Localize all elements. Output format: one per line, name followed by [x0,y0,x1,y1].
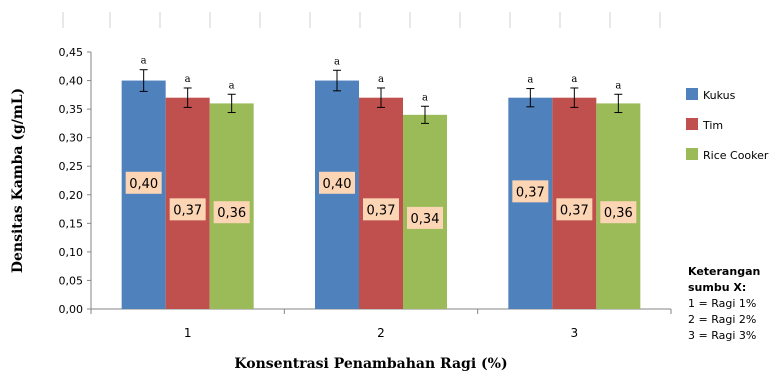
significance-label: a [334,56,340,67]
y-tick-label: 0,40 [59,75,84,88]
significance-label: a [141,56,147,67]
x-tick-label: 1 [184,326,192,340]
data-label-box [512,180,549,203]
bar [315,80,359,309]
data-label: 0,34 [411,212,440,227]
data-label-box [363,198,399,221]
y-axis-title: Densitas Kamba (g/mL) [10,88,26,273]
data-label: 0,37 [560,203,589,218]
significance-label: a [571,74,577,85]
legend-swatch [686,148,698,160]
data-label-box [213,201,250,224]
data-label: 0,36 [604,206,633,221]
significance-label: a [422,92,428,103]
x-tick-label: 3 [571,326,579,340]
significance-label: a [185,74,191,85]
legend-swatch [686,88,698,100]
legend-swatch [686,118,698,130]
y-tick-label: 0,00 [59,303,84,316]
data-label-box [319,171,355,194]
note-line-3: 3 = Ragi 3% [688,329,757,342]
data-label-box [407,206,443,229]
axis-note: Keterangan sumbu X: 1 = Ragi 1% 2 = Ragi… [688,264,780,344]
legend-label: Rice Cooker [703,149,769,162]
data-label-box [169,198,206,221]
y-tick-label: 0,25 [59,160,84,173]
y-tick-label: 0,45 [59,46,84,59]
legend-label: Tim [702,119,723,132]
note-line-2: 2 = Ragi 2% [688,313,757,326]
y-tick-label: 0,35 [59,103,84,116]
y-tick-label: 0,20 [59,189,84,202]
y-tick-label: 0,05 [59,274,84,287]
data-label: 0,37 [173,203,202,218]
legend-label: Kukus [703,89,736,102]
x-axis-title: Konsentrasi Penambahan Ragi (%) [234,356,507,372]
bar [121,80,166,309]
y-tick-label: 0,30 [59,132,84,145]
bar [508,97,553,309]
x-tick-label: 2 [377,326,385,340]
data-label: 0,37 [516,185,545,200]
data-label-box [600,201,637,224]
y-tick-label: 0,15 [59,217,84,230]
note-line-1: 1 = Ragi 1% [688,297,757,310]
significance-label: a [378,74,384,85]
significance-label: a [615,80,621,91]
note-title: Keterangan sumbu X: [688,265,761,294]
data-label: 0,40 [323,177,352,192]
data-label-box [125,171,162,194]
data-label-box [556,198,593,221]
data-label: 0,40 [129,177,158,192]
data-label: 0,37 [367,203,396,218]
y-tick-label: 0,10 [59,246,84,259]
data-label: 0,36 [217,206,246,221]
significance-label: a [229,80,235,91]
significance-label: a [527,75,533,86]
